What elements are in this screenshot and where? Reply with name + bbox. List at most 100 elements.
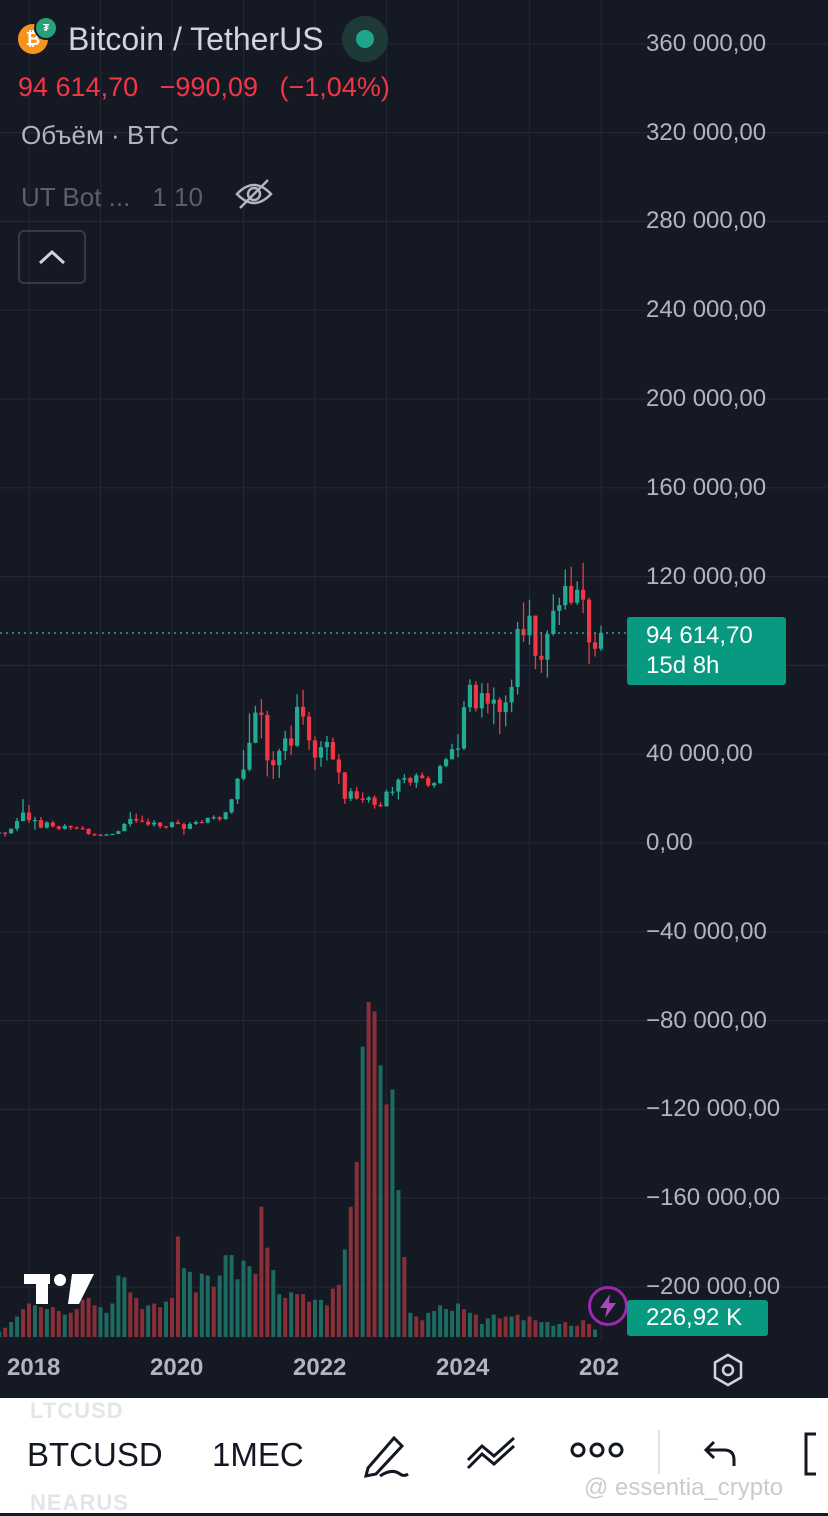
price-axis-label: −160 000,00 xyxy=(646,1184,781,1212)
prev-symbol[interactable]: LTCUSD xyxy=(30,1398,124,1423)
volume-bar xyxy=(271,1270,276,1337)
candle-body xyxy=(509,686,514,703)
volume-bar xyxy=(27,1303,31,1337)
volume-bar xyxy=(360,1046,365,1337)
volume-bar xyxy=(378,1065,383,1337)
volume-bar xyxy=(539,1322,544,1337)
candle-body xyxy=(592,642,598,649)
candle-body xyxy=(86,828,91,835)
volume-bar xyxy=(9,1322,14,1337)
more-icon[interactable] xyxy=(570,1438,624,1467)
volume-bar xyxy=(110,1303,115,1337)
price-change-pct: (−1,04%) xyxy=(279,72,390,102)
indicators-icon[interactable] xyxy=(464,1430,520,1479)
price-axis-label: 200 000,00 xyxy=(646,385,767,412)
candle-body xyxy=(277,750,282,766)
volume-bar xyxy=(336,1284,341,1337)
volume-bar xyxy=(152,1303,157,1337)
price-axis-label: 160 000,00 xyxy=(646,473,767,501)
volume-bar xyxy=(170,1297,174,1337)
chart-area[interactable]: ₿ ₮ Bitcoin / TetherUS 94 614,70 −990,09… xyxy=(0,0,828,1398)
chart-settings-icon[interactable] xyxy=(710,1352,746,1393)
candle-body xyxy=(384,791,389,807)
undo-icon[interactable] xyxy=(702,1438,738,1475)
collapse-legend-button[interactable] xyxy=(18,230,86,284)
volume-bar xyxy=(175,1236,180,1337)
candle-body xyxy=(485,693,490,704)
volume-bar xyxy=(485,1318,490,1337)
volume-bar xyxy=(32,1305,37,1337)
candle-body xyxy=(259,712,264,715)
symbol-selector[interactable]: BTCUSD xyxy=(27,1436,163,1473)
time-axis-label: 2022 xyxy=(293,1354,347,1381)
market-status-indicator[interactable] xyxy=(341,16,388,62)
volume-bar xyxy=(134,1297,139,1337)
volume-bar xyxy=(450,1310,455,1337)
candle-body xyxy=(312,740,318,758)
volume-bar xyxy=(533,1320,538,1337)
volume-bar xyxy=(491,1314,496,1337)
candle-body xyxy=(163,826,169,828)
volume-bar xyxy=(456,1303,460,1337)
volume-bar xyxy=(193,1292,198,1337)
tradingview-logo xyxy=(24,1272,96,1311)
candle-body xyxy=(175,822,181,825)
volume-bar xyxy=(384,1104,389,1337)
candle-body xyxy=(187,823,192,829)
indicator-legend[interactable]: UT Bot ... 1 10 xyxy=(21,178,274,217)
toolbar-divider xyxy=(658,1430,660,1474)
candle-body xyxy=(98,834,103,836)
price-axis-label: 320 000,00 xyxy=(646,118,767,146)
volume-bar xyxy=(146,1305,151,1337)
volume-value-label: 226,92 K xyxy=(627,1300,768,1336)
tether-icon: ₮ xyxy=(34,16,58,40)
candle-body xyxy=(122,824,127,832)
candle-body xyxy=(503,702,508,713)
candle-body xyxy=(199,822,204,824)
pencil-draw-icon[interactable] xyxy=(360,1430,412,1485)
price-chart[interactable] xyxy=(0,0,828,1398)
candle-body xyxy=(414,775,419,783)
volume-bar xyxy=(479,1323,484,1337)
bolt-icon[interactable] xyxy=(588,1286,628,1326)
next-symbol[interactable]: NEARUS xyxy=(30,1490,129,1515)
candle-body xyxy=(128,818,133,825)
volume-bar xyxy=(307,1301,312,1337)
volume-bar xyxy=(223,1255,228,1337)
symbol-header[interactable]: ₿ ₮ Bitcoin / TetherUS xyxy=(18,16,388,62)
volume-bar xyxy=(420,1320,425,1337)
volume-bar xyxy=(503,1316,508,1337)
candle-body xyxy=(354,791,359,799)
price-axis-label: 240 000,00 xyxy=(646,296,767,324)
volume-bar xyxy=(473,1314,478,1337)
volume-bar xyxy=(295,1294,300,1337)
interval-selector[interactable]: 1МЕС xyxy=(212,1436,304,1473)
volume-bar xyxy=(187,1271,192,1337)
candle-body xyxy=(402,778,407,780)
volume-bar xyxy=(342,1249,347,1337)
volume-bar xyxy=(366,1002,371,1337)
volume-bar xyxy=(74,1309,79,1337)
last-price: 94 614,70 xyxy=(18,72,139,102)
time-axis-label: 2024 xyxy=(436,1354,490,1381)
bar-countdown: 15d 8h xyxy=(646,652,720,679)
volume-bar xyxy=(318,1299,323,1337)
candle-body xyxy=(300,706,306,717)
candle-body xyxy=(193,822,198,824)
candle-body xyxy=(330,741,335,760)
candle-body xyxy=(295,706,300,746)
candle-body xyxy=(408,778,413,783)
eye-hidden-icon[interactable] xyxy=(234,178,274,217)
volume-legend[interactable]: Объём · BTC xyxy=(21,120,179,150)
fullscreen-icon[interactable] xyxy=(802,1432,828,1481)
volume-bar xyxy=(199,1273,204,1337)
candle-body xyxy=(366,797,371,800)
candle-body xyxy=(116,831,121,834)
volume-bar xyxy=(330,1288,335,1337)
candle-body xyxy=(455,748,461,750)
candle-body xyxy=(539,655,544,660)
candle-body xyxy=(289,738,294,746)
watermark: @ essentia_crypto xyxy=(584,1474,784,1501)
candle-body xyxy=(581,589,586,600)
bottom-toolbar: LTCUSD BTCUSD NEARUS 1МЕС @ essentia_cry… xyxy=(0,1398,828,1515)
